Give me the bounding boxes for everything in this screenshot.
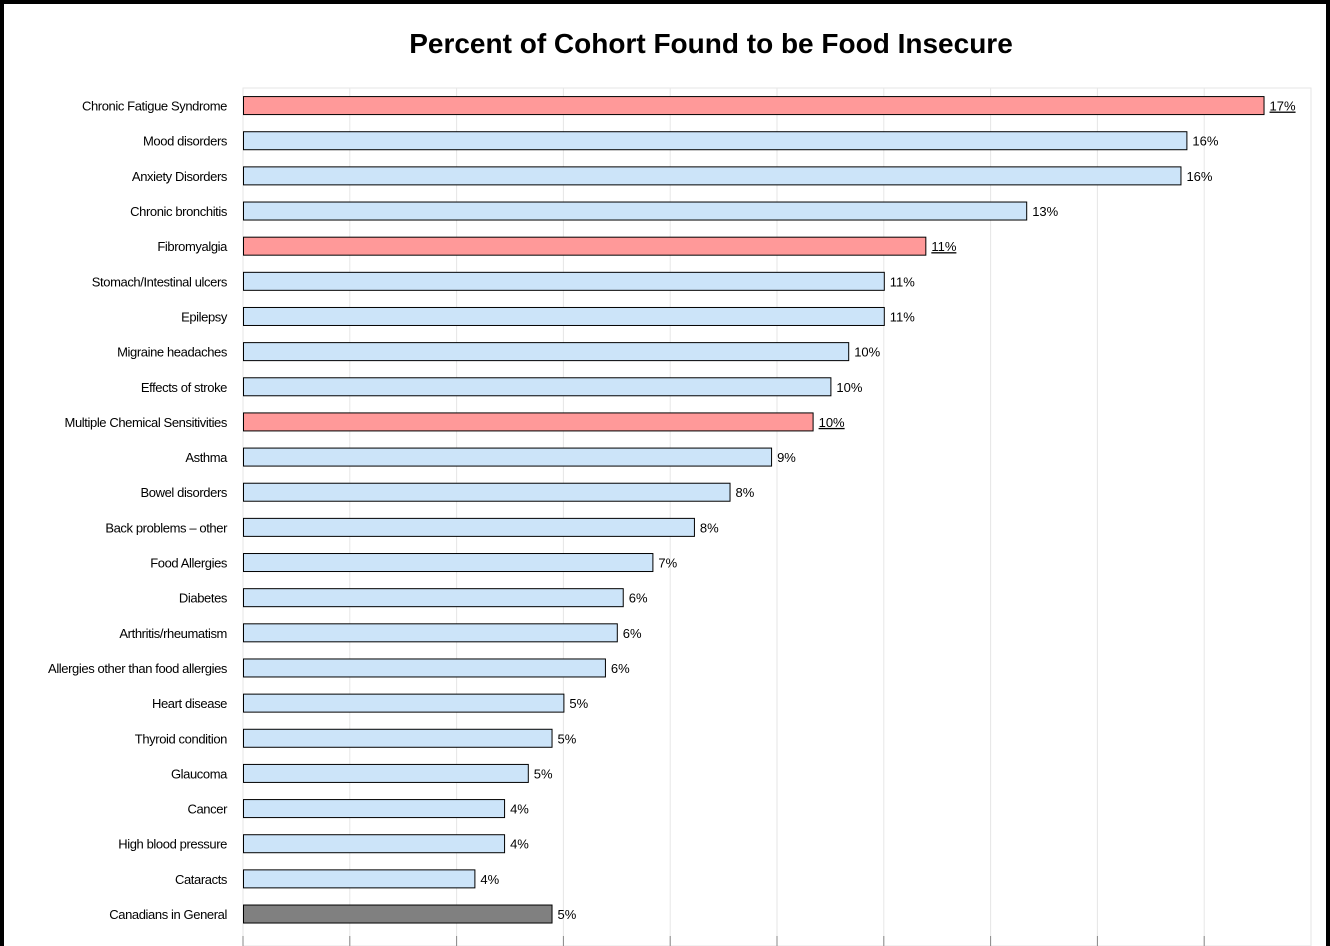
- category-label: Chronic Fatigue Syndrome: [82, 99, 227, 114]
- bar: [243, 763, 529, 783]
- category-label: Migraine headaches: [117, 345, 228, 360]
- category-label: Multiple Chemical Sensitivities: [65, 415, 228, 430]
- chart-title: Percent of Cohort Found to be Food Insec…: [409, 28, 1013, 59]
- data-label: 16%: [1192, 134, 1218, 149]
- data-label: 11%: [931, 239, 956, 254]
- category-label: Mood disorders: [143, 134, 228, 149]
- bar: [243, 799, 506, 819]
- bar: [243, 201, 1028, 221]
- bar: [243, 623, 618, 643]
- bar: [243, 517, 695, 537]
- data-label: 16%: [1186, 169, 1212, 184]
- data-label: 4%: [510, 837, 529, 852]
- category-label: Heart disease: [152, 696, 227, 711]
- data-label: 9%: [777, 450, 796, 465]
- bar: [243, 166, 1182, 186]
- category-label: Back problems – other: [105, 520, 228, 535]
- bar: [243, 342, 850, 362]
- data-label: 6%: [629, 591, 648, 606]
- category-label: High blood pressure: [118, 837, 227, 852]
- bar: [243, 236, 927, 256]
- bar: [243, 658, 606, 678]
- category-label: Canadians in General: [109, 907, 227, 922]
- data-label: 6%: [611, 661, 630, 676]
- bar: [243, 553, 654, 573]
- data-label: 5%: [534, 766, 553, 781]
- category-label: Cataracts: [175, 872, 228, 887]
- bar: [243, 271, 885, 291]
- bar: [243, 412, 814, 432]
- data-label: 7%: [658, 556, 677, 571]
- category-label: Stomach/Intestinal ulcers: [92, 274, 228, 289]
- category-label: Diabetes: [179, 591, 228, 606]
- data-label: 10%: [836, 380, 862, 395]
- category-label: Bowel disorders: [141, 485, 228, 500]
- category-label: Epilepsy: [181, 309, 228, 324]
- category-label: Allergies other than food allergies: [48, 661, 228, 676]
- category-label: Cancer: [187, 802, 228, 817]
- bar: [243, 728, 553, 748]
- category-label: Asthma: [185, 450, 228, 465]
- category-label: Glaucoma: [171, 766, 228, 781]
- data-label: 8%: [736, 485, 755, 500]
- data-label: 8%: [700, 520, 719, 535]
- data-label: 5%: [569, 696, 588, 711]
- data-label: 13%: [1032, 204, 1058, 219]
- data-label: 17%: [1270, 99, 1296, 114]
- data-label: 10%: [854, 345, 880, 360]
- category-label: Chronic bronchitis: [130, 204, 228, 219]
- data-label: 5%: [558, 731, 577, 746]
- category-label: Thyroid condition: [135, 731, 227, 746]
- data-label: 6%: [623, 626, 642, 641]
- bar: [243, 447, 773, 467]
- category-label: Arthritis/rheumatism: [119, 626, 227, 641]
- category-label: Food Allergies: [150, 556, 228, 571]
- category-label: Fibromyalgia: [157, 239, 228, 254]
- bar: [243, 834, 506, 854]
- bar: [243, 377, 832, 397]
- data-label: 11%: [890, 309, 915, 324]
- data-label: 4%: [480, 872, 499, 887]
- data-label: 11%: [890, 274, 915, 289]
- data-label: 5%: [558, 907, 577, 922]
- bar: [243, 131, 1188, 151]
- category-label: Anxiety Disorders: [132, 169, 228, 184]
- bar: [243, 588, 624, 608]
- bar: [243, 693, 565, 713]
- bar: [243, 96, 1265, 116]
- data-label: 10%: [819, 415, 845, 430]
- bar: [243, 482, 731, 502]
- bar: [243, 306, 885, 326]
- bar: [243, 904, 553, 924]
- data-label: 4%: [510, 802, 529, 817]
- bar: [243, 869, 476, 889]
- category-label: Effects of stroke: [141, 380, 227, 395]
